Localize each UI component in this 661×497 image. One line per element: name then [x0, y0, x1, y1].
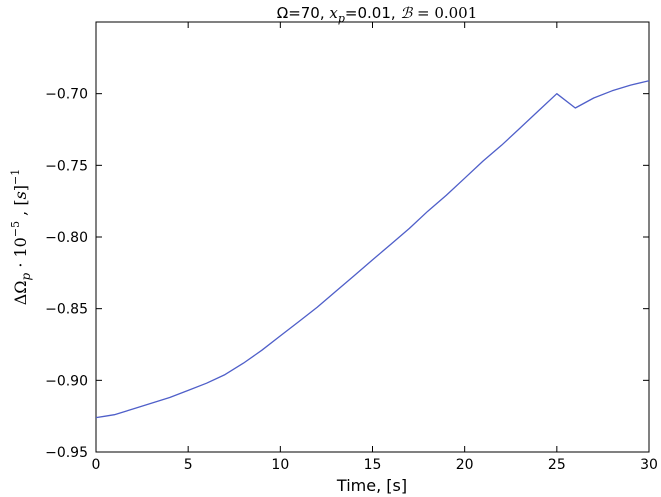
x-tick-label: 5	[184, 457, 193, 473]
y-tick-label: −0.90	[45, 373, 88, 389]
x-tick-label: 10	[271, 457, 289, 473]
x-tick-label: 30	[640, 457, 658, 473]
y-tick-label: −0.75	[45, 158, 88, 174]
chart-title: Ω=70, xp=0.01, ℬ = 0.001	[277, 4, 478, 25]
y-tick-label: −0.95	[45, 445, 88, 461]
plot-frame	[95, 21, 650, 453]
y-axis-title: ΔΩp · 10−5 , [s]−1	[9, 169, 33, 306]
series-layer	[95, 80, 650, 419]
x-axis-title: Time, [s]	[336, 476, 407, 495]
x-tick-label: 15	[364, 457, 382, 473]
x-axis: 0 5 10 15 20 25 30	[92, 22, 658, 473]
x-tick-label: 25	[548, 457, 566, 473]
x-tick-label: 20	[456, 457, 474, 473]
y-tick-label: −0.70	[45, 87, 88, 103]
x-tick-label: 0	[92, 457, 101, 473]
y-tick-label: −0.80	[45, 230, 88, 246]
y-axis: −0.95 −0.90 −0.85 −0.80 −0.75 −0.70	[45, 87, 649, 461]
series-line-0	[95, 80, 650, 419]
y-tick-label: −0.85	[45, 302, 88, 318]
